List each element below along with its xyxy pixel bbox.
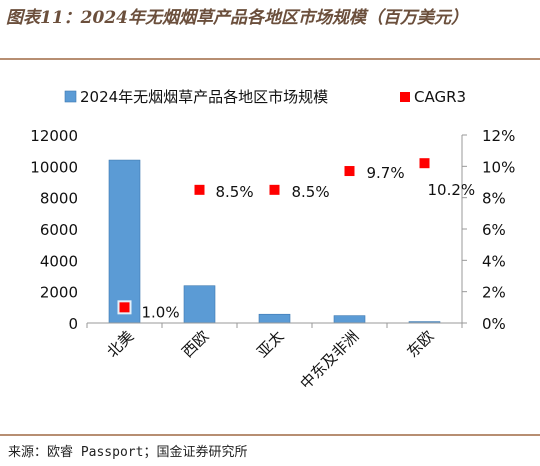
x-tick-label: 中东及非洲 [297, 327, 363, 393]
cagr-marker-4 [344, 166, 355, 177]
cagr-label-1: 1.0% [142, 303, 180, 321]
title-divider [0, 58, 540, 60]
chart-title: 图表11：2024年无烟烟草产品各地区市场规模（百万美元） [6, 8, 468, 28]
cagr-label-4: 9.7% [367, 164, 405, 182]
x-tick-label: 西欧 [178, 327, 212, 361]
legend-label-bars: 2024年无烟烟草产品各地区市场规模 [80, 88, 328, 106]
y-right-tick-label: 8% [482, 190, 506, 208]
y-right-tick-label: 4% [482, 252, 506, 270]
x-tick-label: 东欧 [403, 327, 437, 361]
legend-swatch-cagr [400, 92, 410, 102]
y-left-tick-label: 0 [68, 315, 78, 333]
cagr-marker-5 [419, 158, 430, 169]
y-right-tick-label: 0% [482, 315, 506, 333]
cagr-marker-1 [119, 302, 130, 313]
legend-swatch-bars [64, 90, 77, 103]
legend-label-cagr: CAGR3 [414, 88, 466, 106]
source-divider [0, 434, 540, 436]
y-left-tick-label: 8000 [40, 190, 78, 208]
x-tick-label: 亚太 [253, 327, 287, 361]
y-left-tick-label: 6000 [40, 221, 78, 239]
y-right-tick-label: 10% [482, 158, 515, 176]
bar-3 [258, 313, 291, 324]
y-right-tick-label: 6% [482, 221, 506, 239]
cagr-label-2: 8.5% [216, 183, 254, 201]
cagr-label-5: 10.2% [428, 181, 476, 199]
cagr-marker-3 [269, 184, 280, 195]
bar-1 [108, 159, 141, 324]
y-left-tick-label: 10000 [30, 158, 78, 176]
bar-4 [333, 315, 366, 324]
y-left-tick-label: 12000 [30, 127, 78, 145]
cagr-label-3: 8.5% [292, 183, 330, 201]
bar-2 [183, 285, 216, 324]
y-right-tick-label: 12% [482, 127, 515, 145]
source-note: 来源：欧睿 Passport；国金证券研究所 [8, 445, 248, 460]
y-left-tick-label: 2000 [40, 284, 78, 302]
y-left-tick-label: 4000 [40, 252, 78, 270]
y-right-tick-label: 2% [482, 284, 506, 302]
cagr-marker-2 [194, 184, 205, 195]
x-tick-label: 北美 [103, 327, 137, 361]
